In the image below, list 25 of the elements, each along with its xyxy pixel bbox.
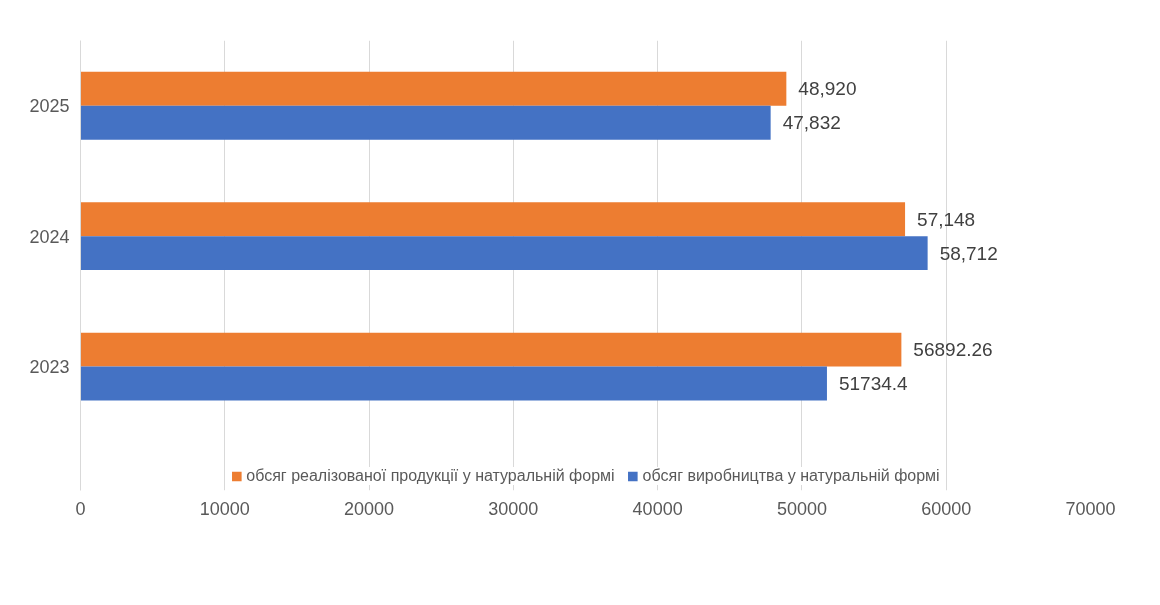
- y-tick-label: 2025: [29, 96, 70, 117]
- bar: [80, 105, 771, 140]
- bar: [80, 71, 787, 106]
- x-tick-label: 0: [75, 498, 86, 519]
- x-tick-label: 30000: [488, 498, 539, 519]
- data-label: 58,712: [939, 242, 998, 264]
- x-tick-label: 40000: [632, 498, 683, 519]
- legend-label: обсяг виробництва у натуральній формі: [642, 467, 940, 485]
- x-tick-label: 20000: [344, 498, 395, 519]
- x-tick-label: 70000: [1065, 498, 1116, 519]
- y-tick-label: 2024: [29, 226, 70, 247]
- y-tick-label: 2023: [29, 357, 70, 378]
- x-tick-label: 60000: [921, 498, 972, 519]
- legend-label: обсяг реалізованої продукції у натуральній формі: [246, 467, 615, 485]
- bar: [80, 366, 827, 401]
- bar: [80, 332, 902, 367]
- data-label: 57,148: [917, 208, 976, 230]
- bar: [80, 236, 928, 271]
- bar: [80, 202, 906, 237]
- x-tick-label: 10000: [199, 498, 250, 519]
- data-label: 51734.4: [838, 373, 909, 395]
- x-tick-label: 50000: [776, 498, 827, 519]
- data-label: 48,920: [798, 78, 857, 100]
- data-label: 56892.26: [913, 339, 993, 361]
- data-label: 47,832: [782, 112, 841, 134]
